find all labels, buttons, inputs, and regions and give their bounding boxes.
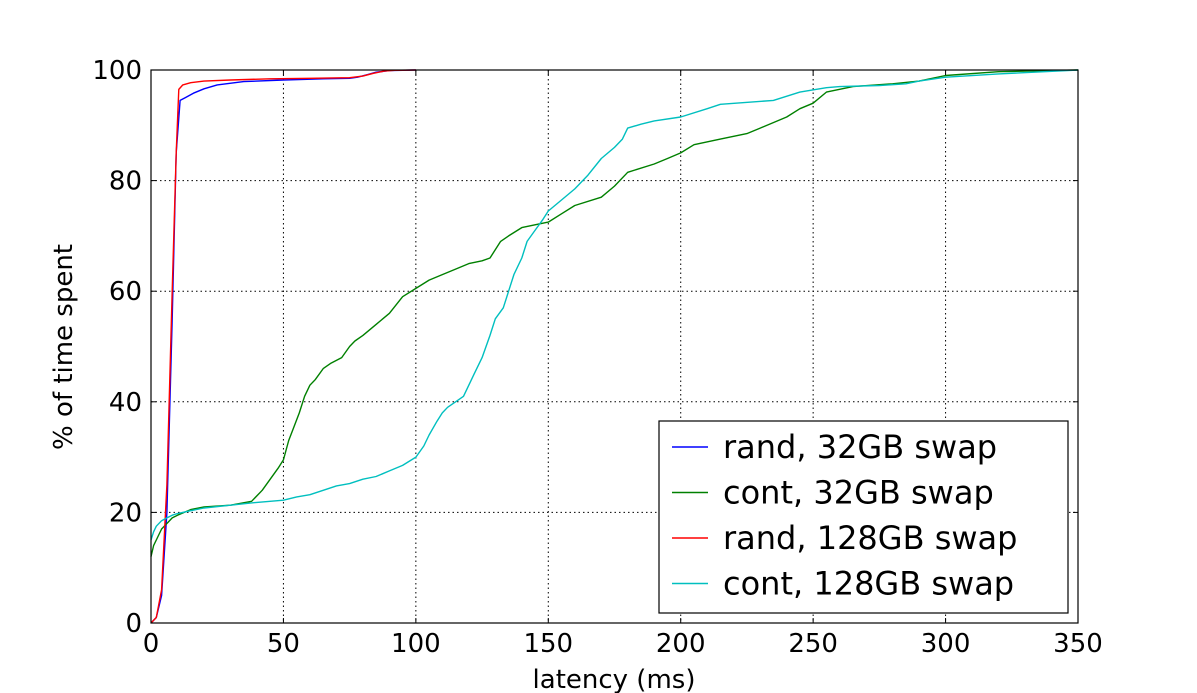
grid-lines [151,70,1078,623]
legend-label: cont, 32GB swap [723,474,994,512]
series-line-3 [150,69,416,624]
legend-label: rand, 32GB swap [723,428,997,466]
x-tick-label: 300 [921,629,971,659]
y-tick-label: 20 [109,498,142,528]
legend-label: cont, 128GB swap [723,565,1014,603]
x-tick-label: 0 [143,629,160,659]
legend-label: rand, 128GB swap [723,519,1017,557]
x-tick-label: 150 [523,629,573,659]
x-tick-label: 250 [788,629,838,659]
legend: rand, 32GB swap cont, 32GB swap rand, 128G… [658,420,1069,614]
series-line-2 [150,69,1079,557]
y-tick-label: 40 [109,388,142,418]
y-tick-label: 100 [92,56,142,86]
plot-frame [150,69,1079,624]
series-line-1 [150,69,416,624]
y-tick-label: 0 [125,609,142,639]
y-tick-label: 60 [109,277,142,307]
y-axis-label: % of time spent [49,244,79,450]
x-tick-label: 100 [391,629,441,659]
x-axis-label: latency (ms) [533,665,696,693]
x-tick-label: 350 [1053,629,1103,659]
y-tick-label: 80 [109,167,142,197]
series-line-4 [150,69,1079,541]
legend-entries: rand, 32GB swap cont, 32GB swap rand, 128G… [672,428,1017,603]
axis-ticks: 0 50 100 150 200 250 300 350 0 20 40 60 80 100 [92,56,1102,659]
legend-box [658,420,1069,614]
series-lines [150,69,1079,624]
x-tick-label: 50 [267,629,300,659]
x-tick-label: 200 [656,629,706,659]
